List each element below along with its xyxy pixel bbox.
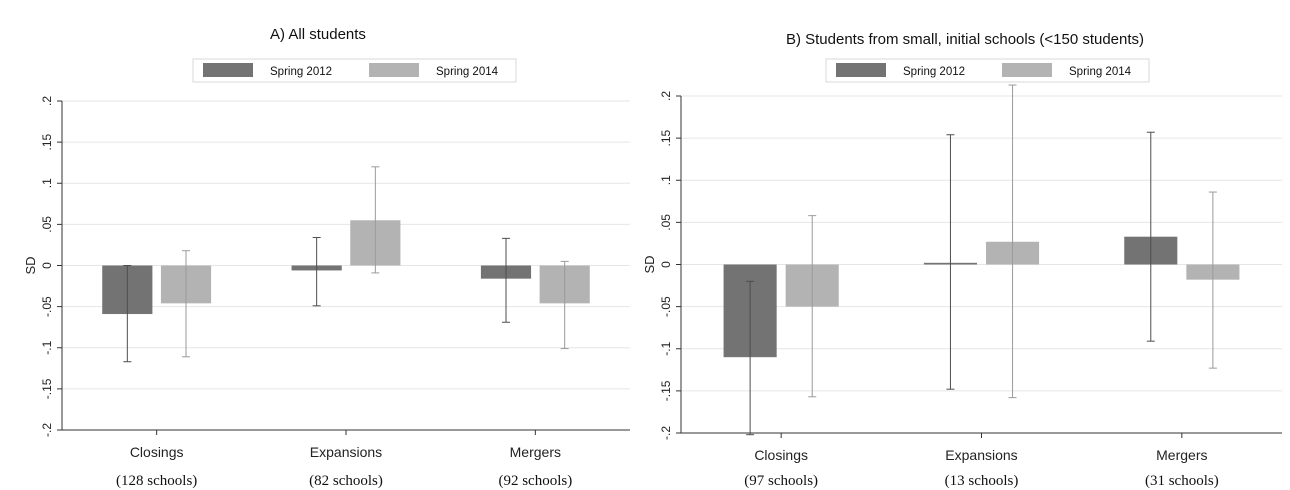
error-bar [182,250,191,358]
legend: Spring 2012 Spring 2014 [192,58,517,83]
category-note: (92 schools) [498,473,572,489]
chart-panel-b: B) Students from small, initial schools … [642,31,1282,489]
error-bar [746,280,755,436]
y-tick-label: .2 [659,91,673,101]
y-tick-label: .15 [659,129,673,146]
legend-label: Spring 2012 [270,66,332,78]
x-tick-label: Closings [130,444,184,460]
y-axis-label: SD [642,255,657,273]
error-bar [371,166,380,274]
y-tick-label: -.05 [40,296,54,317]
y-tick-label: .15 [40,133,54,150]
legend-swatch [836,63,886,77]
y-tick-label: -.2 [40,423,54,437]
chart-title: B) Students from small, initial schools … [786,31,1144,48]
x-tick-label: Mergers [1156,447,1207,463]
error-bar [1008,84,1017,399]
x-tick-label: Mergers [510,444,561,460]
y-tick-label: .1 [659,175,673,185]
category-note: (97 schools) [744,473,818,489]
x-tick-label: Expansions [310,444,382,460]
category-note: (82 schools) [309,473,383,489]
y-tick-label: -.15 [40,378,54,399]
error-bar [808,215,817,398]
y-tick-label: .05 [40,216,54,233]
y-tick-label: -.1 [40,340,54,354]
error-bar [946,134,955,390]
legend-label: Spring 2012 [903,66,965,78]
y-tick-label: -.2 [659,426,673,440]
error-bar [123,265,132,363]
error-bar [501,237,510,323]
y-tick-label: .1 [40,178,54,188]
y-tick-label: .2 [40,96,54,106]
category-note: (13 schools) [945,473,1019,489]
category-note: (128 schools) [116,473,197,489]
y-tick-label: .05 [659,214,673,231]
legend-box [192,58,517,83]
error-bar [1146,131,1155,342]
error-bar [1208,191,1217,369]
x-tick-label: Expansions [945,447,1017,463]
category-note: (31 schools) [1145,473,1219,489]
x-tick-label: Closings [754,447,808,463]
error-bar [312,237,321,307]
legend-swatch [369,63,419,77]
y-axis-label: SD [23,256,38,274]
chart-title: A) All students [270,26,366,43]
y-tick-label: -.1 [659,341,673,355]
y-tick-label: 0 [40,262,54,269]
legend-label: Spring 2014 [436,66,499,78]
y-tick-label: 0 [659,261,673,268]
chart-panel-a: A) All students Spring 2012 Spring 2014 -.2… [23,26,630,489]
legend-box [825,58,1150,83]
legend: Spring 2012 Spring 2014 [825,58,1150,83]
y-tick-label: -.15 [659,380,673,401]
legend-swatch [203,63,253,77]
legend-swatch [1002,63,1052,77]
y-tick-label: -.05 [659,296,673,317]
error-bar [560,260,569,350]
legend-label: Spring 2014 [1069,66,1132,78]
